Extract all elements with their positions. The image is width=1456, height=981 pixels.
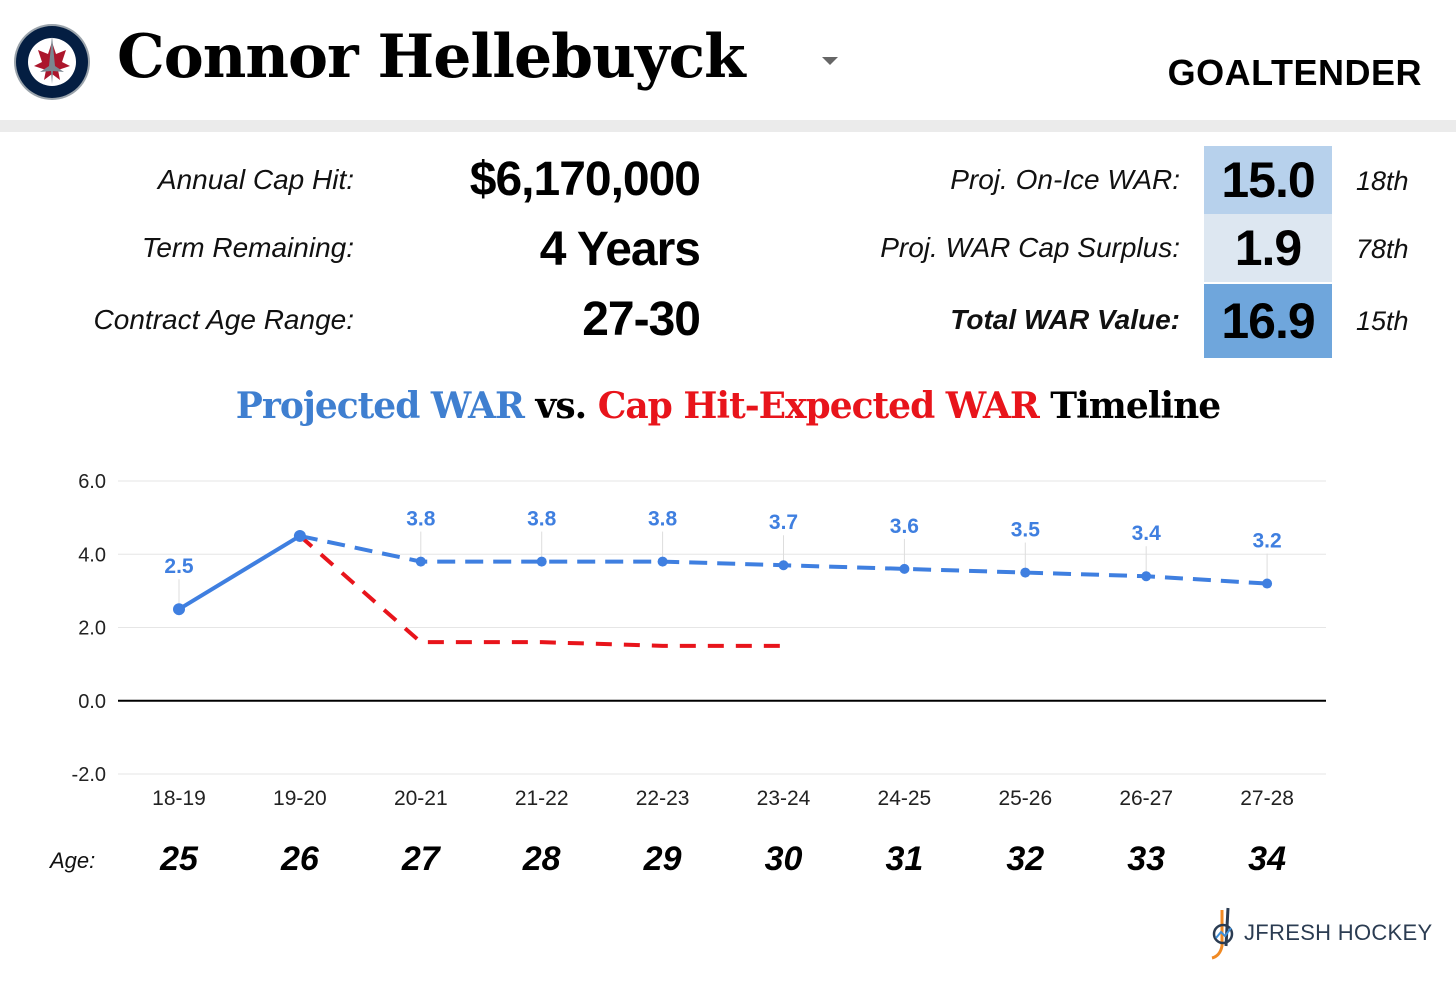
total-war-rank: 15th	[1356, 306, 1409, 336]
term-label: Term Remaining:	[141, 232, 354, 263]
jfresh-logo-icon	[1211, 907, 1234, 960]
team-logo-icon	[14, 24, 90, 100]
data-label: 3.6	[890, 515, 919, 538]
data-label: 3.7	[769, 511, 798, 534]
brand-name: JFRESH HOCKEY	[1244, 920, 1433, 945]
war-surplus-rank: 78th	[1356, 234, 1409, 264]
y-tick-label: 0.0	[78, 691, 106, 713]
data-label: 3.4	[1132, 522, 1162, 545]
projected-war-point	[657, 556, 668, 567]
age-range-value: 27-30	[582, 293, 701, 346]
age-value: 28	[522, 840, 561, 878]
player-name: Connor Hellebuyck	[117, 22, 746, 92]
age-value: 34	[1248, 840, 1286, 878]
title-expected: Cap Hit-Expected WAR	[597, 385, 1040, 427]
age-value: 26	[280, 840, 319, 878]
age-value: 32	[1006, 840, 1045, 878]
projected-war-point	[1262, 578, 1273, 589]
on-ice-war-value: 15.0	[1204, 146, 1332, 214]
x-tick-label: 24-25	[878, 787, 932, 810]
projected-war-point	[778, 560, 789, 571]
data-label: 3.8	[648, 508, 678, 531]
header	[0, 0, 1456, 120]
age-value: 33	[1127, 840, 1166, 878]
player-position: GOALTENDER	[1167, 52, 1422, 93]
age-value: 31	[885, 840, 924, 878]
title-vs: vs.	[523, 385, 598, 427]
x-tick-label: 25-26	[998, 787, 1052, 810]
chart-title: Projected WAR vs. Cap Hit-Expected WAR T…	[0, 385, 1456, 427]
player-dropdown-caret-icon[interactable]	[822, 57, 838, 65]
war-surplus-label: Proj. WAR Cap Surplus:	[880, 232, 1180, 263]
age-label: Age:	[50, 848, 96, 873]
y-tick-label: 2.0	[78, 618, 106, 640]
age-value: 29	[643, 840, 682, 878]
data-label: 3.8	[406, 508, 436, 531]
projected-war-point	[173, 603, 185, 616]
x-tick-label: 23-24	[757, 787, 811, 810]
title-projected: Projected WAR	[235, 385, 525, 427]
on-ice-war-label: Proj. On-Ice WAR:	[950, 164, 1180, 195]
data-label: 3.2	[1252, 530, 1281, 553]
age-range-label: Contract Age Range:	[93, 304, 354, 335]
y-tick-label: 6.0	[78, 471, 106, 493]
projected-war-point	[1141, 571, 1152, 582]
term-value: 4 Years	[539, 223, 701, 276]
data-label: 3.5	[1011, 519, 1041, 542]
projected-war-point	[899, 563, 910, 574]
on-ice-war-rank: 18th	[1356, 166, 1409, 196]
x-tick-label: 18-19	[152, 787, 206, 810]
projected-war-actual-line	[177, 534, 301, 611]
x-tick-label: 19-20	[273, 787, 327, 810]
cap-hit-value: $6,170,000	[469, 153, 701, 206]
x-tick-label: 27-28	[1240, 787, 1294, 810]
total-war-value: 16.9	[1204, 284, 1332, 358]
x-tick-label: 26-27	[1119, 787, 1173, 810]
header-divider	[0, 120, 1456, 132]
y-tick-label: -2.0	[72, 764, 106, 786]
cap-hit-label: Annual Cap Hit:	[157, 164, 354, 195]
data-label: 3.8	[527, 508, 557, 531]
y-tick-label: 4.0	[78, 544, 106, 566]
war-surplus-value: 1.9	[1204, 214, 1332, 282]
projected-war-point	[293, 529, 306, 542]
title-timeline: Timeline	[1038, 385, 1221, 427]
expected-war-line	[298, 534, 784, 648]
data-label: 2.5	[164, 555, 194, 578]
x-tick-label: 21-22	[515, 787, 569, 810]
age-value: 27	[401, 840, 440, 878]
total-war-label: Total WAR Value:	[950, 304, 1180, 335]
age-value: 30	[764, 840, 803, 878]
x-tick-label: 20-21	[394, 787, 448, 810]
age-value: 25	[160, 840, 198, 878]
projected-war-point	[536, 556, 547, 567]
projected-war-point	[1020, 567, 1031, 578]
projected-war-point	[415, 556, 426, 567]
x-tick-label: 22-23	[636, 787, 690, 810]
